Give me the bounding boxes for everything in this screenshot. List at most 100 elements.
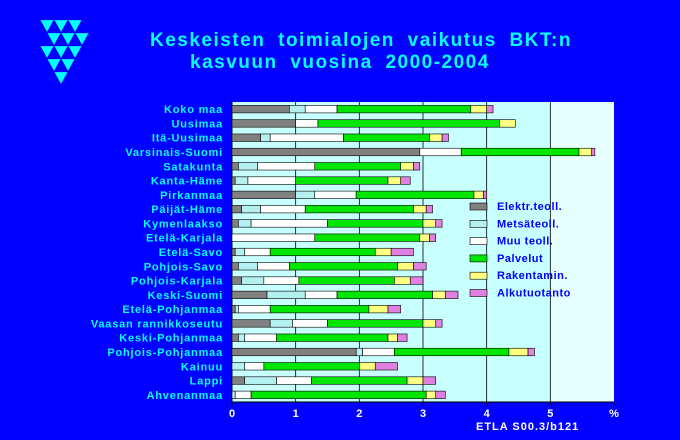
bar-segment	[231, 219, 239, 228]
category-label: Keski-Suomi	[148, 290, 223, 302]
bar-segment	[247, 176, 296, 185]
bar-segment	[238, 262, 258, 271]
logo-triangle	[47, 59, 61, 71]
logo-triangle	[75, 33, 89, 45]
category-label: Satakunta	[163, 161, 223, 173]
x-tick-label: 2	[356, 408, 362, 420]
bar-segment	[266, 290, 306, 299]
bar-segment	[295, 119, 319, 128]
logo-triangle	[61, 59, 75, 71]
bar-segment	[394, 276, 411, 285]
bar-segment	[234, 305, 239, 314]
bar-segment	[260, 205, 306, 214]
bar-segment	[304, 205, 414, 214]
bar-segment	[298, 276, 395, 285]
category-label: Pirkanmaa	[160, 190, 223, 202]
bar-segment	[231, 347, 357, 357]
bar-segment	[578, 147, 593, 157]
category-label: Varsinais-Suomi	[125, 147, 223, 159]
bar-segment	[238, 219, 252, 228]
bar-segment	[241, 276, 265, 285]
bar-segment	[397, 262, 414, 271]
x-tick-label: 3	[420, 408, 426, 420]
bar-segment	[231, 133, 261, 142]
bar-segment	[244, 362, 265, 371]
x-tick-label: 5	[547, 408, 553, 420]
bar-segment	[362, 347, 395, 357]
bar-segment	[231, 305, 236, 314]
bar-segment	[387, 305, 402, 314]
bar-segment	[429, 233, 437, 242]
bar-segment	[244, 333, 277, 342]
bar-segment	[311, 376, 408, 385]
bar-segment	[269, 319, 293, 328]
category-label: Päijät-Häme	[151, 204, 223, 216]
bar-segment	[419, 147, 462, 157]
legend-swatch	[469, 237, 488, 245]
bar-segment	[234, 390, 252, 399]
bar-segment	[263, 276, 300, 285]
bar-segment	[413, 262, 427, 271]
bar-segment	[257, 162, 316, 171]
bar-segment	[304, 290, 338, 299]
legend-label: Palvelut	[497, 253, 543, 265]
bar-segment	[397, 333, 408, 342]
legend-label: Muu teoll.	[497, 236, 553, 248]
category-label: Pohjois-Savo	[144, 261, 223, 273]
category-label: Keski-Pohjanmaa	[119, 333, 223, 345]
bar-segment	[260, 133, 271, 142]
logo-triangle	[40, 46, 54, 58]
bar-segment	[244, 376, 277, 385]
bar-segment	[435, 219, 443, 228]
bar-segment	[527, 347, 535, 357]
bar-segment	[327, 319, 424, 328]
bar-segment	[234, 176, 249, 185]
bar-segment	[390, 247, 414, 257]
category-label: Vaasan rannikkoseutu	[91, 318, 223, 330]
bar-segment	[288, 105, 306, 114]
bar-segment	[486, 105, 494, 114]
legend-swatch	[469, 271, 488, 280]
logo-triangle	[54, 46, 68, 58]
x-tick-label: 4	[484, 408, 491, 420]
bar-segment	[276, 333, 389, 342]
triangle-logo	[40, 20, 89, 84]
bar-segment	[317, 119, 500, 128]
chart-title-line-1: Keskeisten toimialojen vaikutus BKT:n	[150, 30, 572, 51]
bar-segment	[591, 147, 596, 157]
bar-segment	[288, 262, 398, 271]
bar-segment	[244, 247, 271, 257]
bar-segment	[269, 247, 376, 257]
bar-segment	[231, 147, 421, 157]
bar-segment	[409, 276, 424, 285]
category-label: Etelä-Karjala	[146, 233, 223, 245]
bar-segment	[231, 376, 246, 385]
bar-segment	[238, 305, 271, 314]
category-label: Pohjois-Karjala	[131, 276, 223, 288]
bar-segment	[460, 147, 580, 157]
bar-segment	[314, 162, 402, 171]
bar-segment	[483, 190, 487, 199]
category-label: Itä-Uusimaa	[152, 133, 223, 145]
bar-segment	[234, 247, 246, 257]
bar-segment	[419, 233, 430, 242]
bar-segment	[336, 290, 433, 299]
legend-swatch	[469, 254, 488, 263]
bar-segment	[231, 262, 239, 271]
category-label: Kanta-Häme	[151, 176, 223, 188]
bar-segment	[304, 105, 338, 114]
bar-segment	[238, 333, 246, 342]
category-label: Kymenlaakso	[143, 218, 223, 230]
category-label: Pohjois-Pohjanmaa	[107, 347, 223, 359]
bar-segment	[231, 205, 242, 214]
bar-segment	[435, 390, 446, 399]
legend-label: Alkutuotanto	[497, 288, 571, 300]
logo-triangle	[54, 72, 68, 84]
legend-swatch	[469, 220, 488, 228]
bar-segment	[263, 362, 360, 371]
bar-segment	[231, 176, 236, 185]
bar-segment	[355, 347, 363, 357]
bar-segment	[269, 305, 370, 314]
bar-segment	[231, 233, 316, 242]
chart-title-line-2: kasvuun vuosina 2000-2004	[190, 52, 490, 73]
